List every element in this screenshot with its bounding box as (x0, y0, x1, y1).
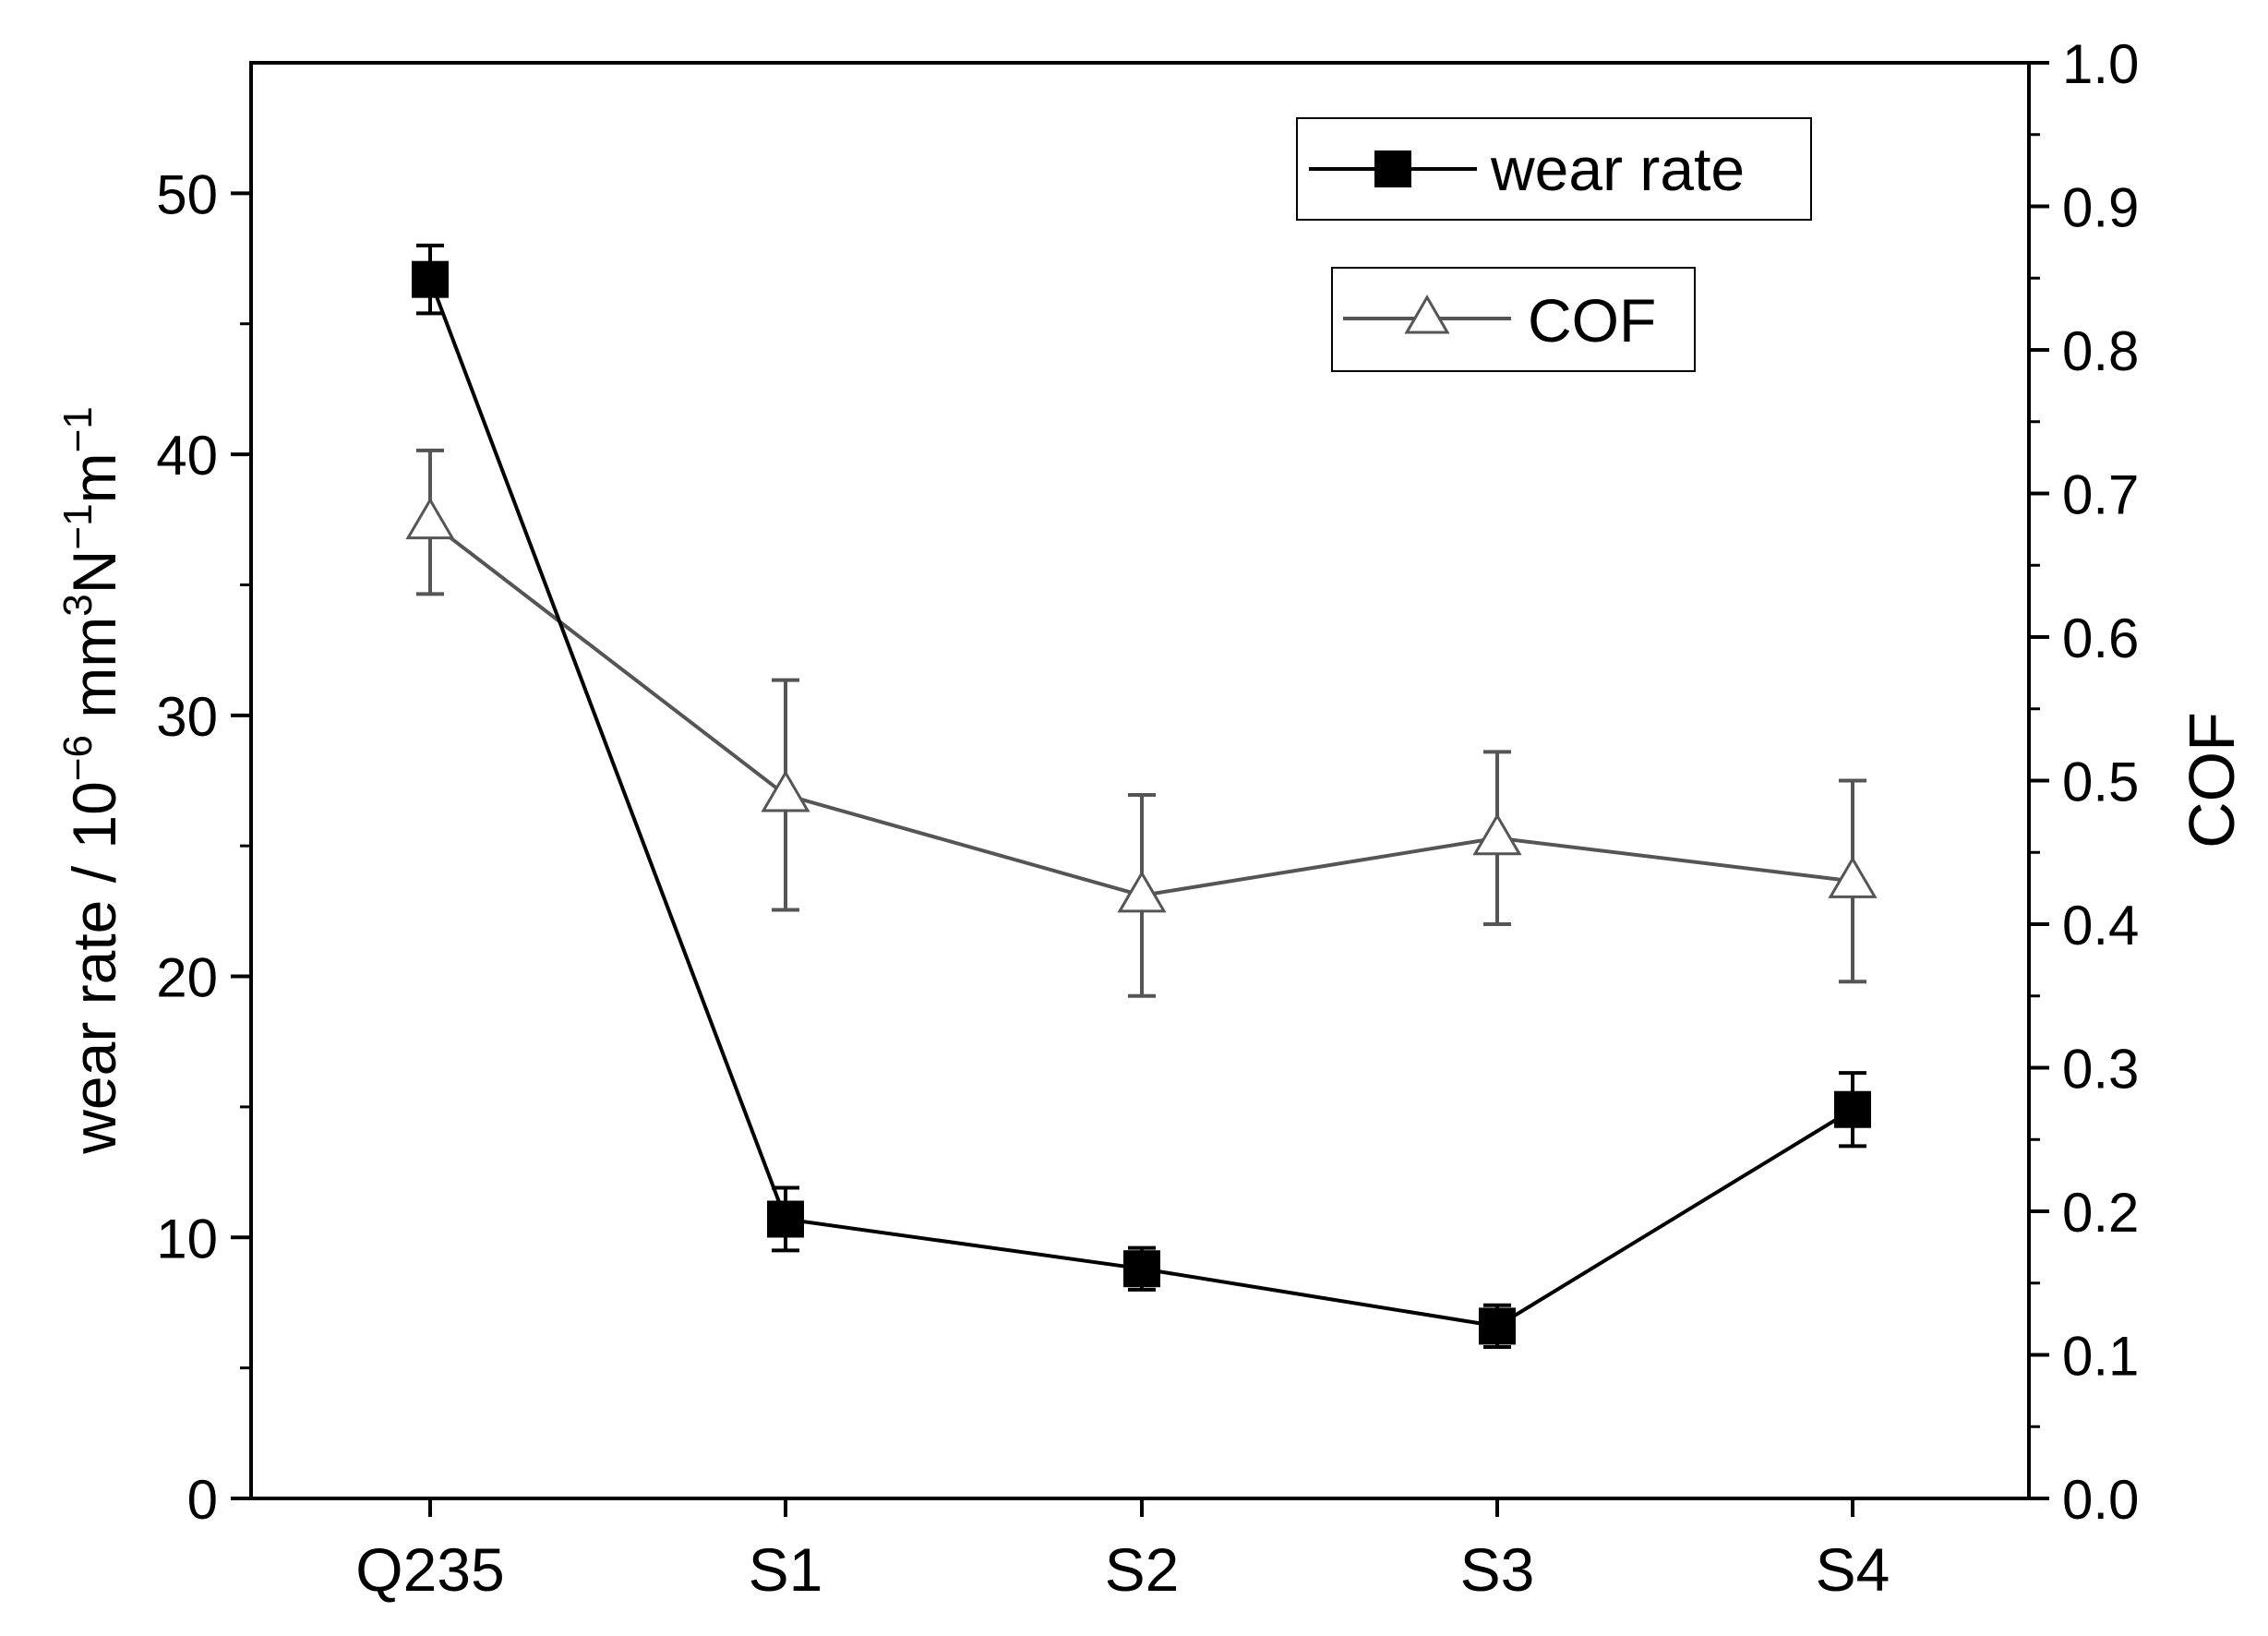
right-tick-label: 0.4 (2062, 895, 2139, 956)
legend-cof: COF (1331, 267, 1696, 372)
series-layer (405, 243, 1878, 1350)
data-point (1834, 1090, 1871, 1128)
left-axis-title: wear rate / 10−6 mm3N−1m−1 (55, 406, 128, 1155)
data-point (1123, 1250, 1160, 1288)
left-tick-label: 30 (156, 686, 218, 748)
legend-cof-marker (1404, 295, 1450, 334)
series-wear-rate (412, 243, 1871, 1350)
left-axis-ticks: 0 10 20 30 40 50 (156, 163, 251, 1531)
data-point (412, 260, 449, 298)
legend-wear-rate-marker (1374, 150, 1411, 187)
data-point (405, 497, 455, 540)
right-tick-label: 0.5 (2062, 752, 2139, 813)
x-tick-label: S3 (1460, 1535, 1535, 1604)
data-point (1117, 870, 1167, 913)
right-axis-title: COF (2176, 712, 2248, 848)
data-point (767, 1200, 804, 1238)
right-tick-label: 0.1 (2062, 1326, 2139, 1388)
left-tick-label: 10 (156, 1208, 218, 1269)
x-tick-label: S4 (1816, 1535, 1890, 1604)
x-axis-ticks: Q235 S1 S2 S3 S4 (355, 1498, 1890, 1604)
right-tick-label: 0.3 (2062, 1039, 2139, 1101)
legend-wear-rate: wear rate (1296, 117, 1812, 221)
left-tick-label: 0 (187, 1469, 218, 1531)
series-cof (405, 448, 1878, 998)
left-tick-label: 40 (156, 425, 218, 487)
data-point (1472, 812, 1522, 856)
data-point (1479, 1307, 1516, 1345)
right-tick-label: 0.0 (2062, 1469, 2139, 1531)
right-axis-ticks: 0.0 0.1 0.2 0.3 0.4 0.5 0.6 0.7 0.8 0.9 1.0 (2029, 33, 2139, 1531)
right-tick-label: 0.2 (2062, 1182, 2139, 1244)
x-tick-label: S2 (1105, 1535, 1180, 1604)
data-point (1828, 856, 1878, 898)
right-tick-label: 1.0 (2062, 33, 2139, 95)
left-tick-label: 20 (156, 947, 218, 1009)
x-tick-label: S1 (749, 1535, 823, 1604)
legend-wear-rate-label: wear rate (1490, 135, 1745, 203)
right-tick-label: 0.7 (2062, 464, 2139, 526)
data-point (761, 770, 810, 812)
right-tick-label: 0.9 (2062, 177, 2139, 239)
left-tick-label: 50 (156, 163, 218, 225)
right-tick-label: 0.6 (2062, 607, 2139, 669)
x-tick-label: Q235 (355, 1535, 504, 1604)
legend-cof-label: COF (1528, 286, 1656, 355)
right-tick-label: 0.8 (2062, 320, 2139, 382)
